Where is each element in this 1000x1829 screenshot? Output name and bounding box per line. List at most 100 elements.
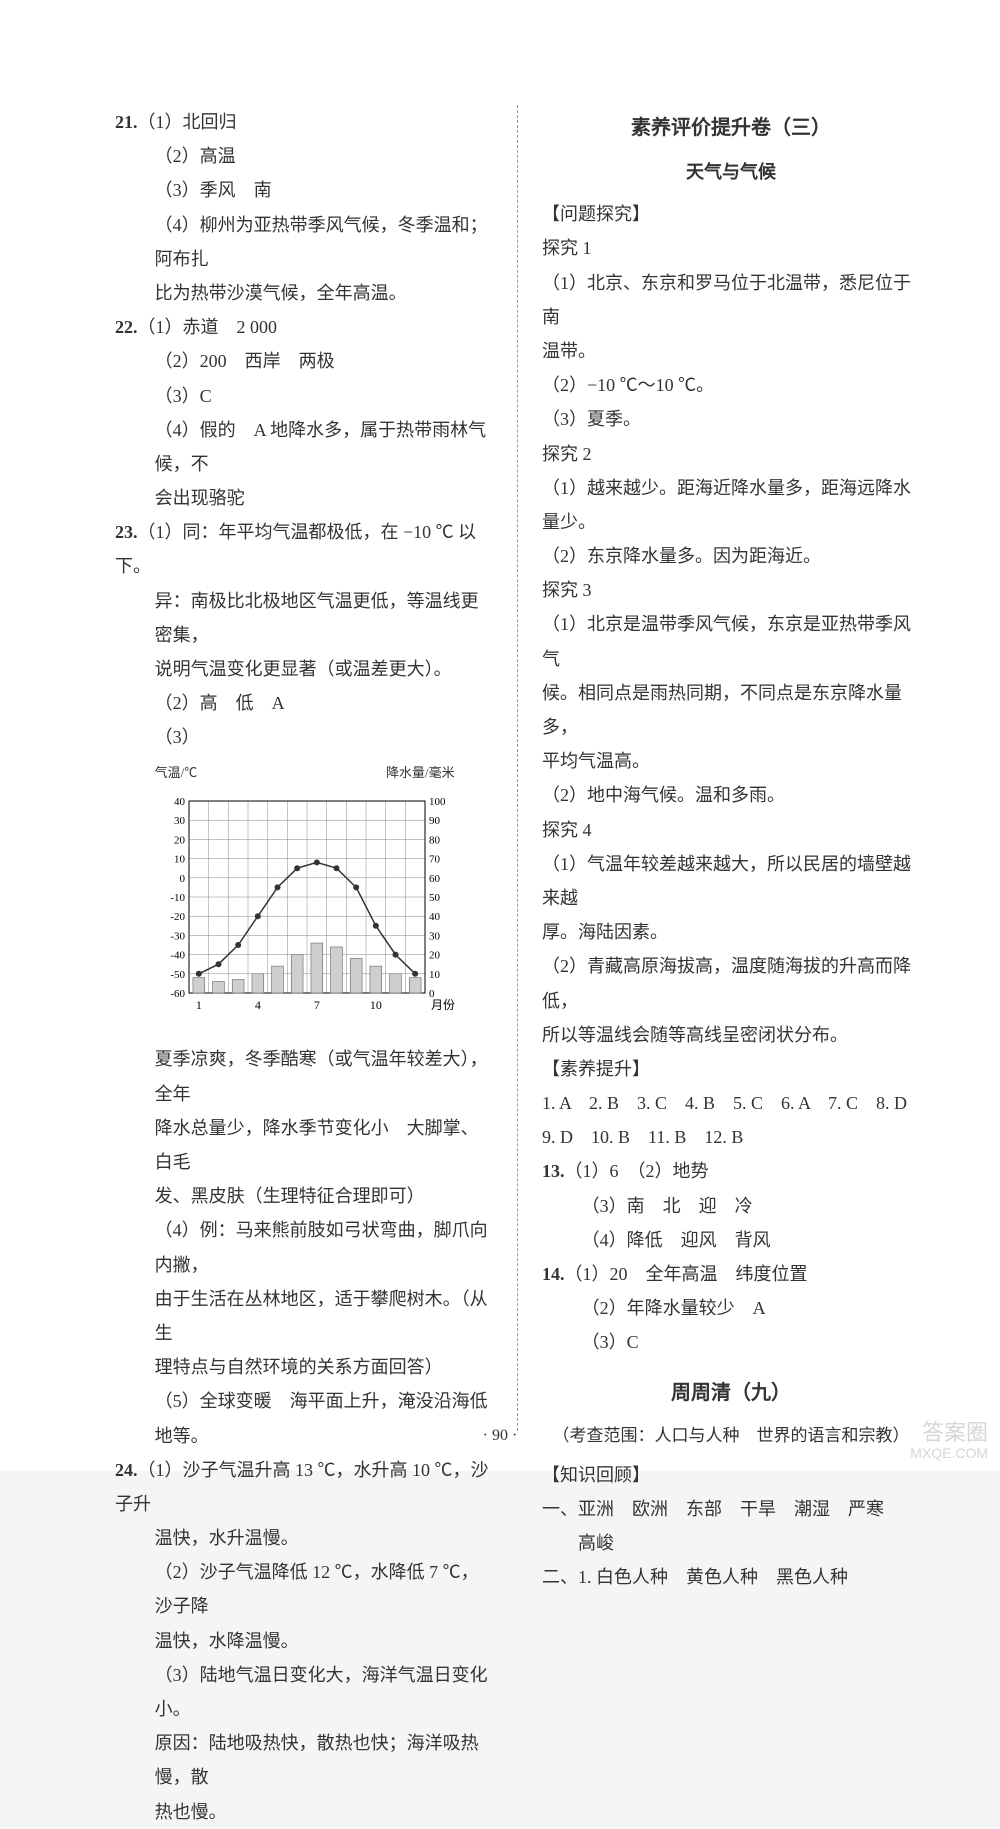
q21-p4a: （4）柳州为亚热带季风气候，冬季温和；阿布扎 (115, 208, 493, 276)
q23-p4a: （4）例：马来熊前肢如弓状弯曲，脚爪向内撇， (115, 1213, 493, 1281)
t1-l1b: 温带。 (542, 334, 920, 368)
chart-right-axis-label: 降水量/毫米 (386, 761, 455, 786)
t1-l3: （3）夏季。 (542, 402, 920, 436)
q23-p4c: 理特点与自然环境的关系方面回答） (115, 1350, 493, 1384)
svg-text:10: 10 (174, 854, 186, 866)
q24-p3a: （3）陆地气温日变化大，海洋气温日变化小。 (115, 1658, 493, 1726)
t1-head: 探究 1 (542, 231, 920, 265)
t4-l1b: 厚。海陆因素。 (542, 915, 920, 949)
svg-text:7: 7 (313, 998, 319, 1012)
q22-p4a: （4）假的 A 地降水多，属于热带雨林气候，不 (115, 413, 493, 481)
t4-head: 探究 4 (542, 813, 920, 847)
q21-p3: （3）季风 南 (115, 173, 493, 207)
climate-chart: -60-50-40-30-20-100102030400102030405060… (155, 785, 455, 1025)
answers-line2: 9. D 10. B 11. B 12. B (542, 1120, 920, 1154)
svg-text:1: 1 (195, 998, 201, 1012)
zhishi-yi1: 一、亚洲 欧洲 东部 干旱 潮湿 严寒 (542, 1492, 920, 1526)
q23-p1c: 说明气温变化更显著（或温差更大）。 (115, 652, 493, 686)
answers-line1: 1. A 2. B 3. C 4. B 5. C 6. A 7. C 8. D (542, 1086, 920, 1120)
t4-l2b: 所以等温线会随等高线呈密闭状分布。 (542, 1018, 920, 1052)
q23-p1a: （1）同：年平均气温都极低，在 −10 ℃ 以下。 (115, 522, 476, 576)
q13-line1: 13.（1）6 （2）地势 (542, 1154, 920, 1188)
q14-p3: （3）C (542, 1325, 920, 1359)
svg-text:40: 40 (429, 911, 441, 923)
q23-p2: （2）高 低 A (115, 686, 493, 720)
q14-line1: 14.（1）20 全年高温 纬度位置 (542, 1257, 920, 1291)
t4-l2: （2）青藏高原海拔高，温度随海拔的升高而降低， (542, 949, 920, 1017)
subtitle-weather: 天气与气候 (542, 155, 920, 189)
svg-text:月份: 月份 (431, 998, 455, 1012)
svg-text:20: 20 (429, 950, 441, 962)
svg-text:-60: -60 (170, 988, 185, 1000)
q23-after-a: 夏季凉爽，冬季酷寒（或气温年较差大），全年 (115, 1042, 493, 1110)
q13-p3: （3）南 北 迎 冷 (542, 1189, 920, 1223)
t2-l1b: 量少。 (542, 505, 920, 539)
q22-p4b: 会出现骆驼 (115, 481, 493, 515)
q14-number: 14. (542, 1264, 565, 1284)
page-number: · 90 · (0, 1427, 1000, 1445)
right-column: 素养评价提升卷（三） 天气与气候 【问题探究】 探究 1 （1）北京、东京和罗马… (542, 105, 920, 1431)
svg-text:4: 4 (254, 998, 260, 1012)
q22-p1: （1）赤道 2 000 (138, 317, 278, 337)
svg-text:0: 0 (179, 873, 185, 885)
q24-line1: 24.（1）沙子气温升高 13 ℃，水升高 10 ℃，沙子升 (115, 1453, 493, 1521)
chart-top-labels: 气温/℃ 降水量/毫米 (155, 761, 455, 786)
q14-p1: （1）20 全年高温 纬度位置 (565, 1264, 808, 1284)
t3-l1b: 候。相同点是雨热同期，不同点是东京降水量多， (542, 676, 920, 744)
q24-p3b: 原因：陆地吸热快，散热也快；海洋吸热慢，散 (115, 1726, 493, 1794)
svg-text:80: 80 (429, 835, 441, 847)
q24-number: 24. (115, 1460, 138, 1480)
t3-l1c: 平均气温高。 (542, 744, 920, 778)
q22-line1: 22.（1）赤道 2 000 (115, 310, 493, 344)
t1-l2: （2）−10 ℃～10 ℃。 (542, 368, 920, 402)
svg-text:60: 60 (429, 873, 441, 885)
svg-text:10: 10 (369, 998, 381, 1012)
q24-p1a: （1）沙子气温升高 13 ℃，水升高 10 ℃，沙子升 (115, 1460, 489, 1514)
svg-text:30: 30 (429, 931, 441, 943)
page: 21.（1）北回归 （2）高温 （3）季风 南 （4）柳州为亚热带季风气候，冬季… (0, 0, 1000, 1471)
t2-l2: （2）东京降水量多。因为距海近。 (542, 539, 920, 573)
svg-text:-30: -30 (170, 931, 185, 943)
q13-p1: （1）6 （2）地势 (565, 1161, 709, 1181)
chart-left-axis-label: 气温/℃ (155, 761, 198, 786)
q21-p2: （2）高温 (115, 139, 493, 173)
q24-p2a: （2）沙子气温降低 12 ℃，水降低 7 ℃，沙子降 (115, 1555, 493, 1623)
svg-text:40: 40 (174, 796, 186, 808)
column-divider (517, 105, 518, 1431)
heading-suyang: 【素养提升】 (542, 1052, 920, 1086)
q23-p1b: 异：南极比北极地区气温更低，等温线更密集， (115, 584, 493, 652)
t1-l1: （1）北京、东京和罗马位于北温带，悉尼位于南 (542, 266, 920, 334)
q14-p2: （2）年降水量较少 A (542, 1291, 920, 1325)
q23-p4b: 由于生活在丛林地区，适于攀爬树木。（从生 (115, 1282, 493, 1350)
q13-number: 13. (542, 1161, 565, 1181)
q23-after-c: 发、黑皮肤（生理特征合理即可） (115, 1179, 493, 1213)
t3-l2: （2）地中海气候。温和多雨。 (542, 778, 920, 812)
heading-zhishi: 【知识回顾】 (542, 1458, 920, 1492)
q13-p4: （4）降低 迎风 背风 (542, 1223, 920, 1257)
chart-container: 气温/℃ 降水量/毫米 -60-50-40-30-20-100102030400… (115, 761, 493, 1037)
q21-number: 21. (115, 112, 138, 132)
svg-text:90: 90 (429, 815, 441, 827)
svg-text:-40: -40 (170, 950, 185, 962)
q23-number: 23. (115, 522, 138, 542)
q23-p3: （3） (115, 720, 493, 754)
heading-wenti: 【问题探究】 (542, 197, 920, 231)
q23-line1: 23.（1）同：年平均气温都极低，在 −10 ℃ 以下。 (115, 515, 493, 583)
title-zhouzhou: 周周清（九） (542, 1374, 920, 1412)
watermark-bottom-right: 答案圈 MXQE.COM (910, 1421, 988, 1461)
svg-text:-20: -20 (170, 911, 185, 923)
svg-text:20: 20 (174, 835, 186, 847)
svg-text:-10: -10 (170, 892, 185, 904)
t2-head: 探究 2 (542, 437, 920, 471)
t4-l1: （1）气温年较差越来越大，所以民居的墙壁越来越 (542, 847, 920, 915)
q21-p4b: 比为热带沙漠气候，全年高温。 (115, 276, 493, 310)
watermark-line2: MXQE.COM (910, 1446, 988, 1461)
q21-p1: （1）北回归 (138, 112, 237, 132)
svg-text:10: 10 (429, 969, 441, 981)
t3-l1: （1）北京是温带季风气候，东京是亚热带季风气 (542, 607, 920, 675)
svg-text:-50: -50 (170, 969, 185, 981)
q24-p1b: 温快，水升温慢。 (115, 1521, 493, 1555)
q22-number: 22. (115, 317, 138, 337)
q21-line1: 21.（1）北回归 (115, 105, 493, 139)
watermark-line1: 答案圈 (910, 1421, 988, 1445)
